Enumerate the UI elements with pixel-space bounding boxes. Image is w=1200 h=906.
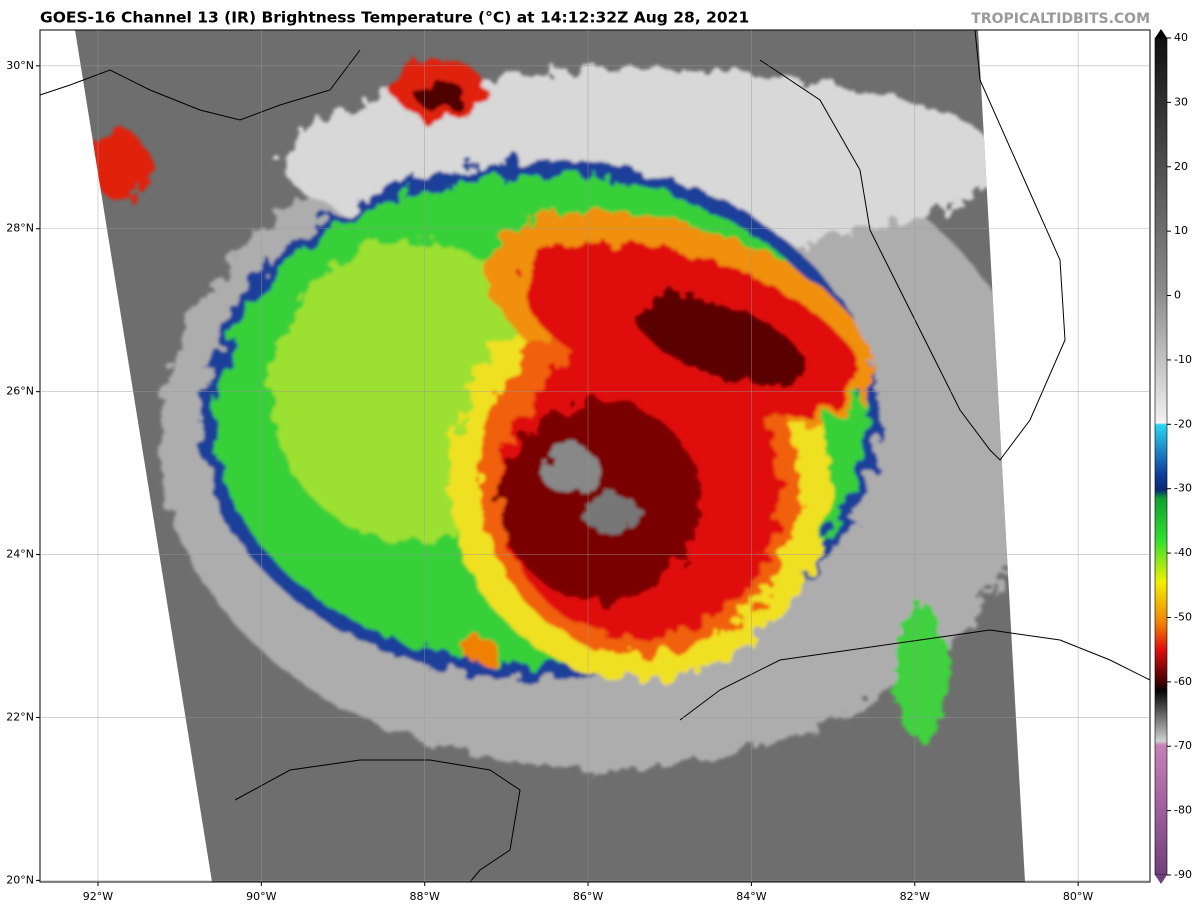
colorbar-tick-label: -30 bbox=[1174, 482, 1192, 495]
colorbar-tick-label: -70 bbox=[1174, 739, 1192, 752]
colorbar-arrow bbox=[1155, 875, 1167, 884]
lat-tick-label: 20°N bbox=[6, 873, 34, 886]
coastlines bbox=[39, 29, 1151, 883]
colorbar-tick-label: 30 bbox=[1174, 95, 1188, 108]
colorbar-tick-label: 10 bbox=[1174, 224, 1188, 237]
colorbar-tick-label: -50 bbox=[1174, 610, 1192, 623]
lon-tick-label: 90°W bbox=[246, 890, 276, 903]
colorbar-tick-label: -80 bbox=[1174, 804, 1192, 817]
colorbar-tick-label: 0 bbox=[1174, 289, 1181, 302]
colorbar-tick-label: -40 bbox=[1174, 546, 1192, 559]
colorbar-tick-label: -20 bbox=[1174, 417, 1192, 430]
lat-tick-label: 30°N bbox=[6, 59, 34, 72]
colorbar-tick-label: 40 bbox=[1174, 31, 1188, 44]
lon-tick-label: 92°W bbox=[83, 890, 113, 903]
colorbar-tick-label: -90 bbox=[1174, 868, 1192, 881]
map-frame bbox=[39, 29, 1151, 883]
lat-tick-label: 24°N bbox=[6, 548, 34, 561]
colorbar bbox=[1154, 37, 1168, 876]
lon-tick-label: 84°W bbox=[736, 890, 766, 903]
lat-tick-label: 22°N bbox=[6, 710, 34, 723]
colorbar-tick-label: -10 bbox=[1174, 353, 1192, 366]
satellite-image bbox=[75, 30, 1025, 882]
lat-tick-label: 26°N bbox=[6, 385, 34, 398]
lon-tick-label: 86°W bbox=[573, 890, 603, 903]
title: GOES-16 Channel 13 (IR) Brightness Tempe… bbox=[40, 9, 749, 27]
lon-tick-label: 88°W bbox=[410, 890, 440, 903]
watermark: TROPICALTIDBITS.COM bbox=[971, 11, 1150, 27]
lon-tick-label: 80°W bbox=[1063, 890, 1093, 903]
colorbar-tick-label: -60 bbox=[1174, 675, 1192, 688]
lon-tick-label: 82°W bbox=[900, 890, 930, 903]
colorbar-tick-label: 20 bbox=[1174, 160, 1188, 173]
lat-tick-label: 28°N bbox=[6, 222, 34, 235]
colorbar-arrow bbox=[1155, 29, 1167, 38]
